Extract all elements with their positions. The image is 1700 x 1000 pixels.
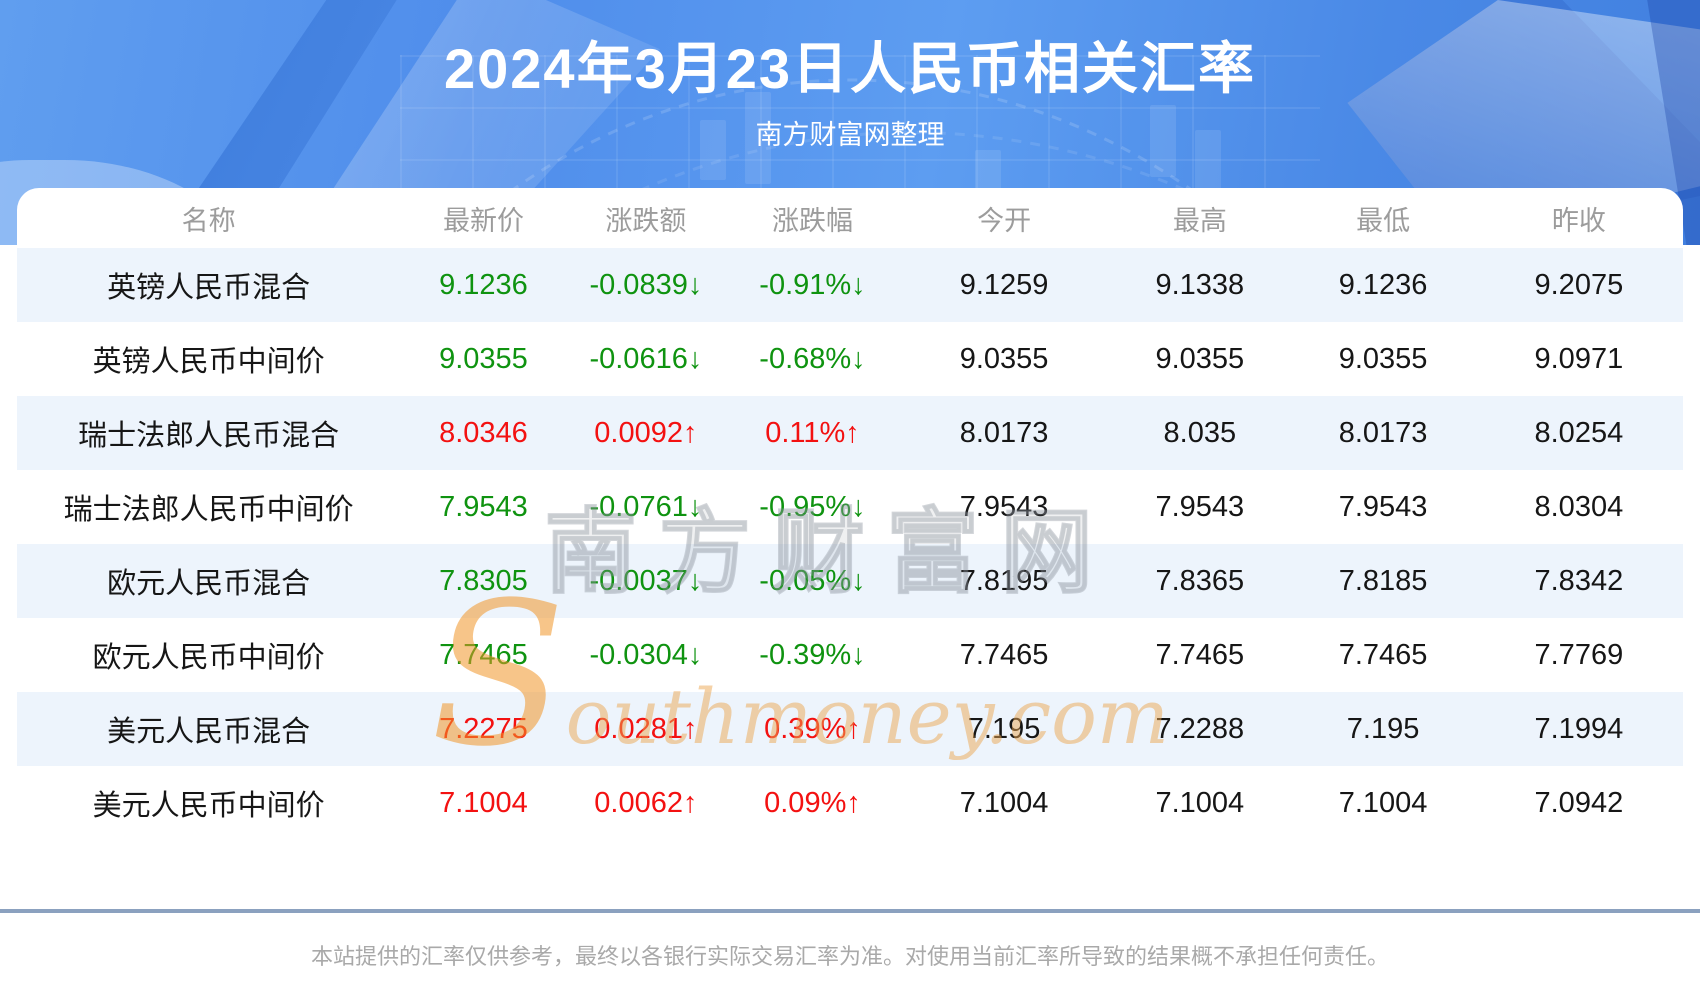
column-header-7: 昨收 — [1551, 205, 1606, 236]
cell-latest: 7.9543 — [439, 490, 528, 523]
cell-open: 7.8195 — [959, 564, 1049, 597]
column-header-5: 最高 — [1172, 205, 1227, 236]
currency-name: 美元人民币混合 — [107, 716, 311, 748]
cell-latest: 9.1236 — [439, 268, 528, 301]
cell-prev: 8.0304 — [1534, 490, 1624, 523]
cell-latest: 8.0346 — [439, 416, 528, 449]
page-title: 2024年3月23日人民币相关汇率 — [443, 37, 1256, 100]
cell-pct: -0.39%↓ — [759, 638, 866, 671]
cell-latest: 7.2275 — [439, 712, 528, 745]
cell-prev: 7.7769 — [1534, 638, 1624, 671]
cell-high: 9.1338 — [1155, 268, 1245, 301]
column-header-3: 涨跌幅 — [771, 205, 853, 236]
banner-candle-bar — [1150, 105, 1176, 177]
column-header-6: 最低 — [1356, 205, 1411, 236]
cell-low: 7.195 — [1346, 712, 1420, 745]
cell-high: 7.8365 — [1155, 564, 1245, 597]
currency-name: 瑞士法郎人民币混合 — [78, 420, 340, 452]
cell-open: 9.0355 — [959, 342, 1049, 375]
table-row: 瑞士法郎人民币中间价 7.9543 -0.0761↓ -0.95%↓ 7.9543 7.9… — [17, 470, 1683, 544]
cell-low: 7.7465 — [1338, 638, 1428, 671]
cell-prev: 9.0971 — [1534, 342, 1624, 375]
cell-latest: 7.1004 — [439, 786, 528, 819]
cell-high: 7.2288 — [1155, 712, 1245, 745]
table-row: 欧元人民币混合 7.8305 -0.0037↓ -0.05%↓ 7.8195 7.8365… — [17, 544, 1683, 618]
cell-open: 7.9543 — [959, 490, 1049, 523]
cell-low: 7.9543 — [1338, 490, 1428, 523]
cell-open: 7.7465 — [959, 638, 1049, 671]
page-subtitle: 南方财富网整理 — [755, 120, 945, 150]
cell-open: 7.195 — [967, 712, 1041, 745]
cell-prev: 7.0942 — [1534, 786, 1624, 819]
table-row: 美元人民币混合 7.2275 0.0281↑ 0.39%↑ 7.195 7.2288 7.1… — [17, 692, 1683, 766]
cell-pct: 0.09%↑ — [764, 786, 861, 819]
cell-low: 8.0173 — [1338, 416, 1428, 449]
table-header-row: 名称 最新价 涨跌额 涨跌幅 今开 最高 最低 昨收 — [17, 188, 1683, 248]
column-header-4: 今开 — [977, 205, 1032, 236]
banner-candle-bar — [700, 120, 726, 180]
banner-candle-bar — [745, 92, 771, 184]
table-row: 欧元人民币中间价 7.7465 -0.0304↓ -0.39%↓ 7.7465 7.746… — [17, 618, 1683, 692]
rates-table-card: 南方财富网 Southmoney.com 名称 最新价 涨跌额 涨跌幅 今开 最高 最低 昨收… — [17, 188, 1683, 840]
cell-pct: -0.91%↓ — [759, 268, 866, 301]
table-row: 美元人民币中间价 7.1004 0.0062↑ 0.09%↑ 7.1004 7.1004 7… — [17, 766, 1683, 840]
table-row: 瑞士法郎人民币混合 8.0346 0.0092↑ 0.11%↑ 8.0173 8.035 8… — [17, 396, 1683, 470]
cell-high: 7.7465 — [1155, 638, 1245, 671]
cell-open: 7.1004 — [959, 786, 1049, 819]
cell-prev: 7.8342 — [1534, 564, 1624, 597]
cell-high: 8.035 — [1163, 416, 1237, 449]
cell-change: -0.0616↓ — [589, 342, 703, 375]
column-header-2: 涨跌额 — [605, 205, 687, 236]
currency-name: 欧元人民币混合 — [107, 568, 311, 600]
cell-low: 9.0355 — [1338, 342, 1428, 375]
cell-change: -0.0761↓ — [589, 490, 703, 523]
cell-change: 0.0281↑ — [594, 712, 698, 745]
currency-name: 瑞士法郎人民币中间价 — [63, 494, 354, 526]
cell-low: 9.1236 — [1338, 268, 1428, 301]
cell-prev: 7.1994 — [1534, 712, 1624, 745]
exchange-rates-table: 名称 最新价 涨跌额 涨跌幅 今开 最高 最低 昨收 英镑人民币混合 9.1236 -0.0839… — [17, 188, 1683, 840]
cell-pct: -0.05%↓ — [759, 564, 866, 597]
cell-high: 7.1004 — [1155, 786, 1245, 819]
disclaimer-text: 本站提供的汇率仅供参考，最终以各银行实际交易汇率为准。对使用当前汇率所导致的结果… — [310, 944, 1389, 969]
cell-change: 0.0062↑ — [594, 786, 698, 819]
cell-high: 9.0355 — [1155, 342, 1245, 375]
cell-latest: 7.7465 — [439, 638, 528, 671]
cell-pct: 0.11%↑ — [765, 416, 860, 449]
cell-low: 7.8185 — [1338, 564, 1428, 597]
cell-pct: -0.68%↓ — [759, 342, 866, 375]
currency-name: 英镑人民币中间价 — [92, 346, 325, 378]
cell-latest: 9.0355 — [439, 342, 528, 375]
currency-name: 英镑人民币混合 — [107, 272, 311, 304]
cell-change: -0.0304↓ — [589, 638, 703, 671]
cell-prev: 9.2075 — [1534, 268, 1624, 301]
currency-name: 美元人民币中间价 — [92, 790, 325, 822]
column-header-0: 名称 — [181, 205, 236, 236]
cell-change: 0.0092↑ — [594, 416, 698, 449]
footer-divider — [0, 909, 1700, 913]
cell-prev: 8.0254 — [1534, 416, 1624, 449]
cell-latest: 7.8305 — [439, 564, 528, 597]
cell-pct: -0.95%↓ — [759, 490, 866, 523]
cell-pct: 0.39%↑ — [764, 712, 861, 745]
cell-change: -0.0839↓ — [589, 268, 703, 301]
table-row: 英镑人民币混合 9.1236 -0.0839↓ -0.91%↓ 9.1259 9.1338… — [17, 248, 1683, 322]
currency-name: 欧元人民币中间价 — [92, 642, 325, 674]
cell-open: 8.0173 — [959, 416, 1049, 449]
column-header-1: 最新价 — [442, 205, 524, 236]
cell-change: -0.0037↓ — [589, 564, 703, 597]
cell-open: 9.1259 — [959, 268, 1049, 301]
cell-high: 7.9543 — [1155, 490, 1245, 523]
table-row: 英镑人民币中间价 9.0355 -0.0616↓ -0.68%↓ 9.0355 9.035… — [17, 322, 1683, 396]
cell-low: 7.1004 — [1338, 786, 1428, 819]
